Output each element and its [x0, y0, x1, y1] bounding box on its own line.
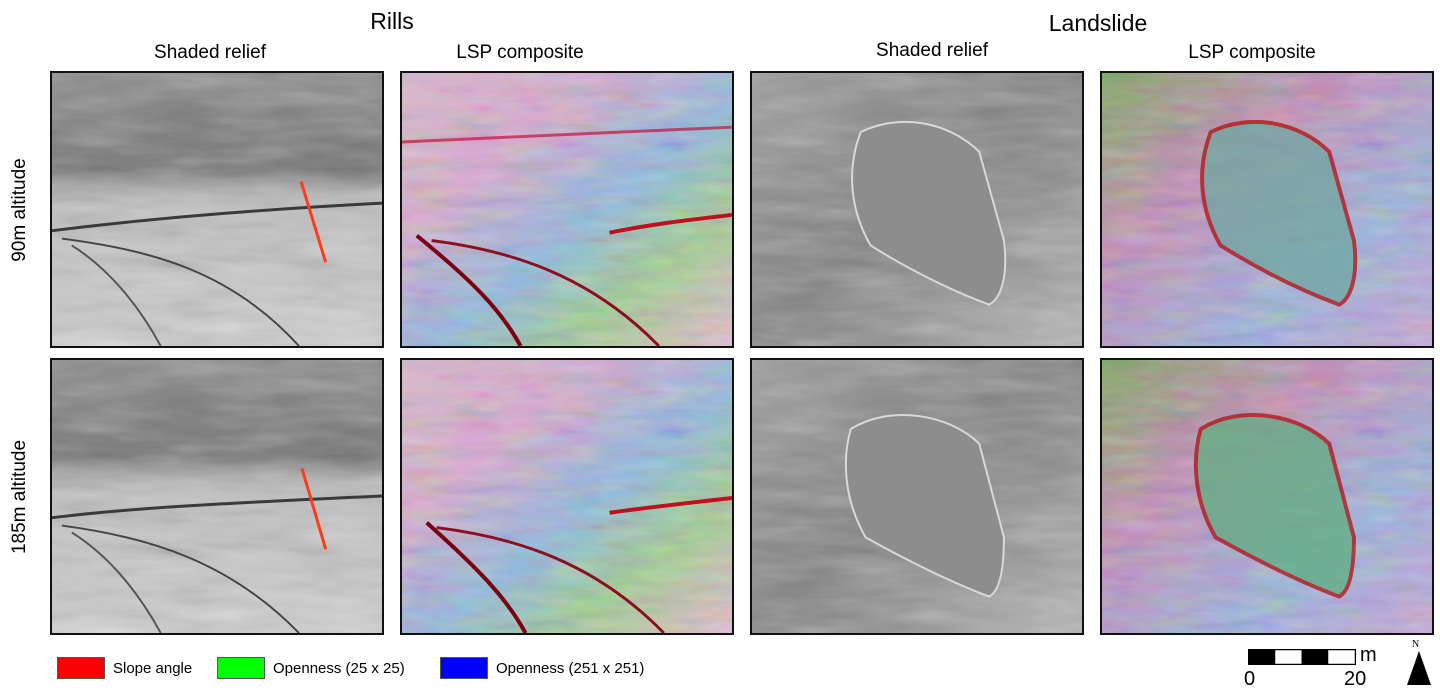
profile-line [300, 467, 328, 550]
scale-start: 0 [1244, 668, 1256, 690]
column-title-rills-lsp: LSP composite [456, 42, 584, 63]
row-label-185m: 185m altitude [9, 439, 30, 555]
legend-label-openness-25: Openness (25 x 25) [273, 659, 405, 677]
column-title-landslide-lsp: LSP composite [1188, 42, 1316, 63]
panel-landslide-lsp-90m [1100, 71, 1434, 348]
legend-item-openness-25: Openness (25 x 25) [217, 657, 405, 679]
panel-rills-lsp-185m [400, 358, 734, 635]
legend-label-openness-251: Openness (251 x 251) [496, 659, 645, 677]
profile-line [299, 180, 328, 263]
legend-swatch-slope [57, 657, 105, 679]
north-arrow-icon [1407, 651, 1431, 685]
group-title-rills: Rills [370, 8, 414, 34]
scale-bar [1247, 648, 1357, 666]
row-label-90m: 90m altitude [9, 158, 30, 262]
scale-unit: m [1360, 644, 1377, 666]
legend-swatch-openness-251 [440, 657, 488, 679]
panel-landslide-shaded-185m [750, 358, 1084, 635]
panel-rills-shaded-185m [50, 358, 384, 635]
column-title-rills-shaded: Shaded relief [154, 42, 266, 63]
legend-swatch-openness-25 [217, 657, 265, 679]
north-arrow-label: N [1412, 639, 1420, 650]
group-title-landslide: Landslide [1048, 10, 1148, 36]
column-title-landslide-shaded: Shaded relief [876, 40, 988, 61]
legend-label-slope: Slope angle [113, 659, 193, 677]
panel-landslide-shaded-90m [750, 71, 1084, 348]
scale-end: 20 [1344, 668, 1367, 690]
panel-rills-lsp-90m [400, 71, 734, 348]
legend-item-slope: Slope angle [57, 657, 192, 679]
legend-item-openness-251: Openness (251 x 251) [440, 657, 644, 679]
panel-rills-shaded-90m [50, 71, 384, 348]
panel-landslide-lsp-185m [1100, 358, 1434, 635]
